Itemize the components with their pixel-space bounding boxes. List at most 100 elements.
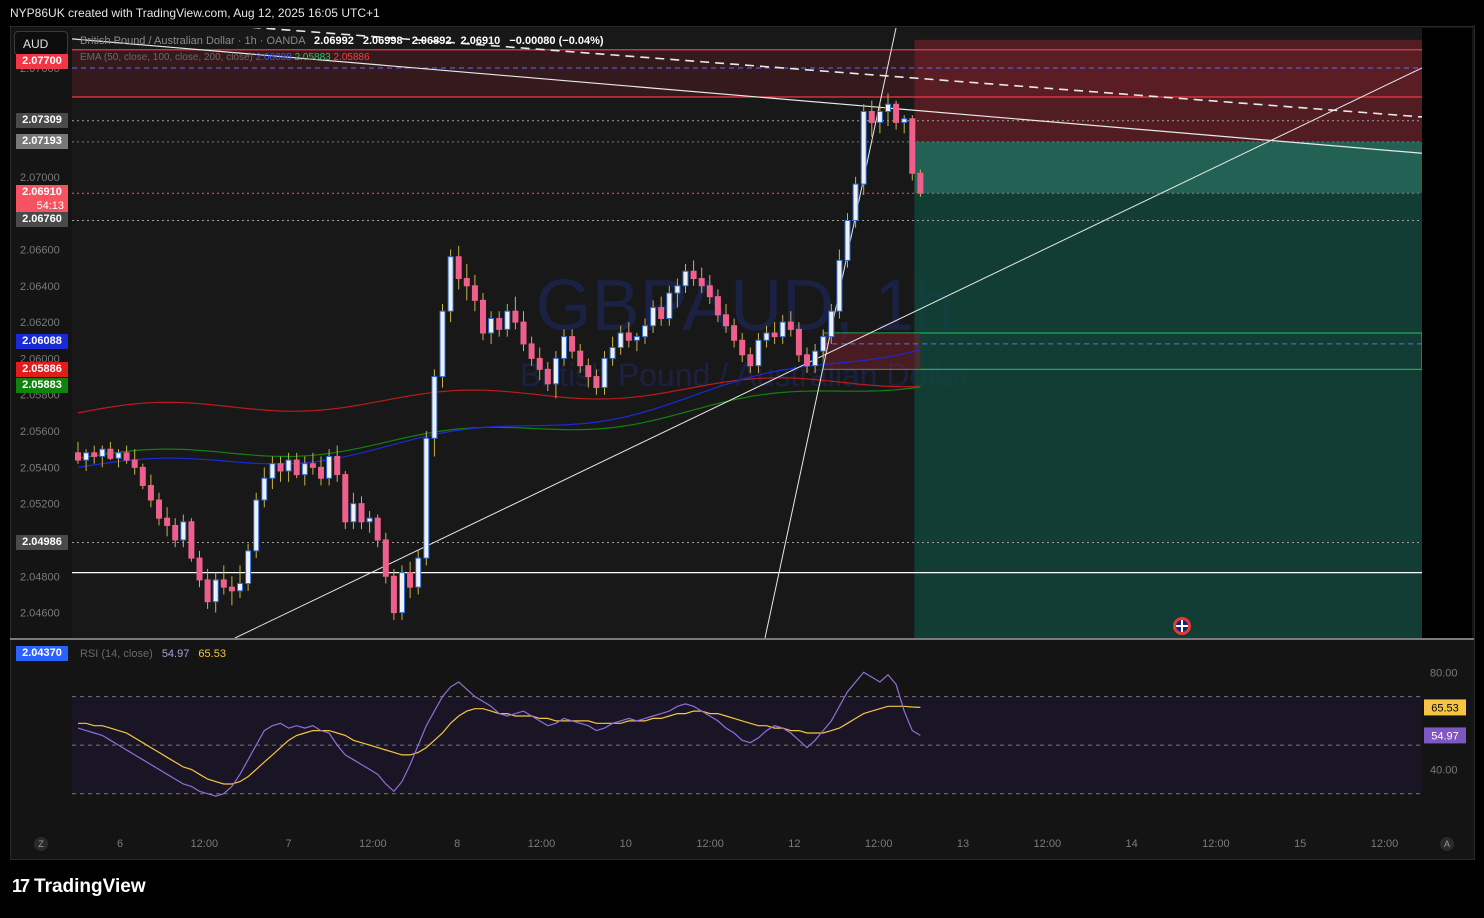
ema-100-value: 2.05883 — [294, 52, 331, 63]
candle-65 — [601, 351, 608, 395]
price-tag-9: 2.04370 — [16, 646, 68, 662]
candle-body-2 — [91, 452, 98, 457]
candle-body-23 — [261, 477, 268, 501]
ema-legend[interactable]: EMA (50, close, 100, close, 200, close) … — [80, 52, 370, 63]
candle-95 — [844, 213, 851, 268]
candle-body-68 — [625, 332, 632, 341]
candle-body-4 — [107, 448, 114, 459]
y-tick-label-9: 2.05600 — [20, 426, 60, 438]
candle-body-1 — [83, 452, 90, 461]
candle-body-7 — [131, 459, 138, 468]
candle-50 — [480, 293, 486, 341]
candle-body-40 — [399, 572, 405, 614]
candle-2 — [91, 445, 98, 464]
candle-67 — [617, 325, 624, 355]
candle-38 — [382, 532, 389, 584]
ema-label: EMA (50, close, 100, close, 200, close) — [80, 52, 253, 63]
x-tick-label-7: 12:00 — [696, 838, 724, 850]
candle-body-101 — [893, 103, 900, 123]
candle-5 — [115, 449, 122, 468]
candle-40 — [399, 565, 405, 620]
demand-zone-fill — [823, 333, 921, 370]
candle-56 — [528, 336, 535, 366]
candle-body-18 — [220, 579, 227, 588]
y-tick-label-4: 2.06600 — [20, 244, 60, 256]
candle-body-56 — [528, 343, 535, 359]
candle-body-49 — [471, 285, 478, 301]
candle-body-103 — [909, 118, 916, 174]
candle-body-0 — [75, 452, 81, 461]
candle-23 — [261, 467, 268, 508]
instrument-label: British Pound / Australian Dollar · 1h ·… — [80, 35, 305, 47]
price-tag-value: 2.06910 — [22, 186, 62, 199]
candle-body-42 — [415, 557, 422, 588]
candle-68 — [625, 322, 632, 348]
candle-4 — [107, 441, 114, 461]
candle-37 — [374, 514, 381, 548]
candle-body-37 — [374, 517, 381, 541]
candle-58 — [544, 362, 551, 392]
x-tick-label-6: 10 — [620, 838, 632, 850]
candle-body-6 — [123, 452, 130, 461]
candle-20 — [237, 565, 243, 599]
candle-body-71 — [650, 307, 657, 327]
candle-body-104 — [917, 172, 924, 194]
price-tag-value: 2.05883 — [22, 379, 62, 391]
candle-body-45 — [439, 310, 446, 378]
candle-54 — [512, 296, 519, 330]
candle-body-53 — [504, 310, 511, 330]
ema-200-value: 2.05886 — [333, 52, 370, 63]
legend-close: 2.06910 — [460, 35, 501, 47]
candle-body-66 — [609, 347, 616, 359]
ema-50-value: 2.06088 — [255, 52, 292, 63]
candle-74 — [674, 278, 681, 308]
candle-body-97 — [860, 111, 867, 185]
candle-body-31 — [326, 455, 333, 479]
zoom-z-button[interactable]: Z — [34, 837, 48, 851]
candle-body-50 — [480, 299, 486, 334]
candle-body-67 — [617, 332, 624, 349]
candle-body-87 — [779, 321, 786, 338]
candle-61 — [569, 329, 576, 359]
candle-82 — [739, 333, 746, 363]
symbol-currency-button[interactable]: AUD — [14, 31, 68, 55]
legend-open: 2.06992 — [314, 35, 354, 47]
recent-profit-zone — [914, 141, 1422, 194]
candle-body-73 — [666, 292, 673, 319]
ema-200-line — [77, 377, 921, 414]
candle-42 — [415, 550, 422, 595]
candle-87 — [779, 314, 786, 344]
candle-body-54 — [512, 310, 519, 323]
rsi-tick-1: 40.00 — [1430, 764, 1458, 776]
legend-high: 2.06998 — [362, 35, 403, 47]
candle-body-79 — [714, 296, 721, 316]
candle-48 — [463, 264, 470, 301]
candle-80 — [723, 303, 729, 333]
candle-21 — [245, 543, 252, 591]
candle-12 — [172, 518, 179, 548]
price-tag-1: 2.07309 — [16, 112, 68, 128]
auto-scale-button[interactable]: A — [1440, 837, 1454, 851]
candle-body-85 — [763, 332, 770, 341]
candle-body-82 — [739, 339, 746, 356]
rsi-legend[interactable]: RSI (14, close) 54.97 65.53 — [80, 648, 226, 660]
x-tick-label-5: 12:00 — [528, 838, 556, 850]
price-tag-5: 2.06088 — [16, 334, 68, 350]
candle-79 — [714, 289, 721, 323]
candle-33 — [342, 470, 349, 530]
x-tick-label-11: 12:00 — [1034, 838, 1062, 850]
candle-body-29 — [309, 463, 316, 468]
candle-body-3 — [99, 448, 106, 457]
x-tick-label-13: 12:00 — [1202, 838, 1230, 850]
candle-31 — [326, 449, 333, 486]
candle-body-27 — [293, 459, 300, 476]
candle-3 — [99, 445, 106, 468]
candle-body-51 — [488, 317, 495, 334]
candle-body-76 — [690, 270, 697, 280]
candle-body-52 — [496, 317, 503, 330]
candle-body-14 — [188, 521, 195, 559]
ascending-trendline — [234, 67, 1422, 638]
candle-75 — [682, 264, 689, 294]
candle-body-19 — [228, 586, 235, 592]
